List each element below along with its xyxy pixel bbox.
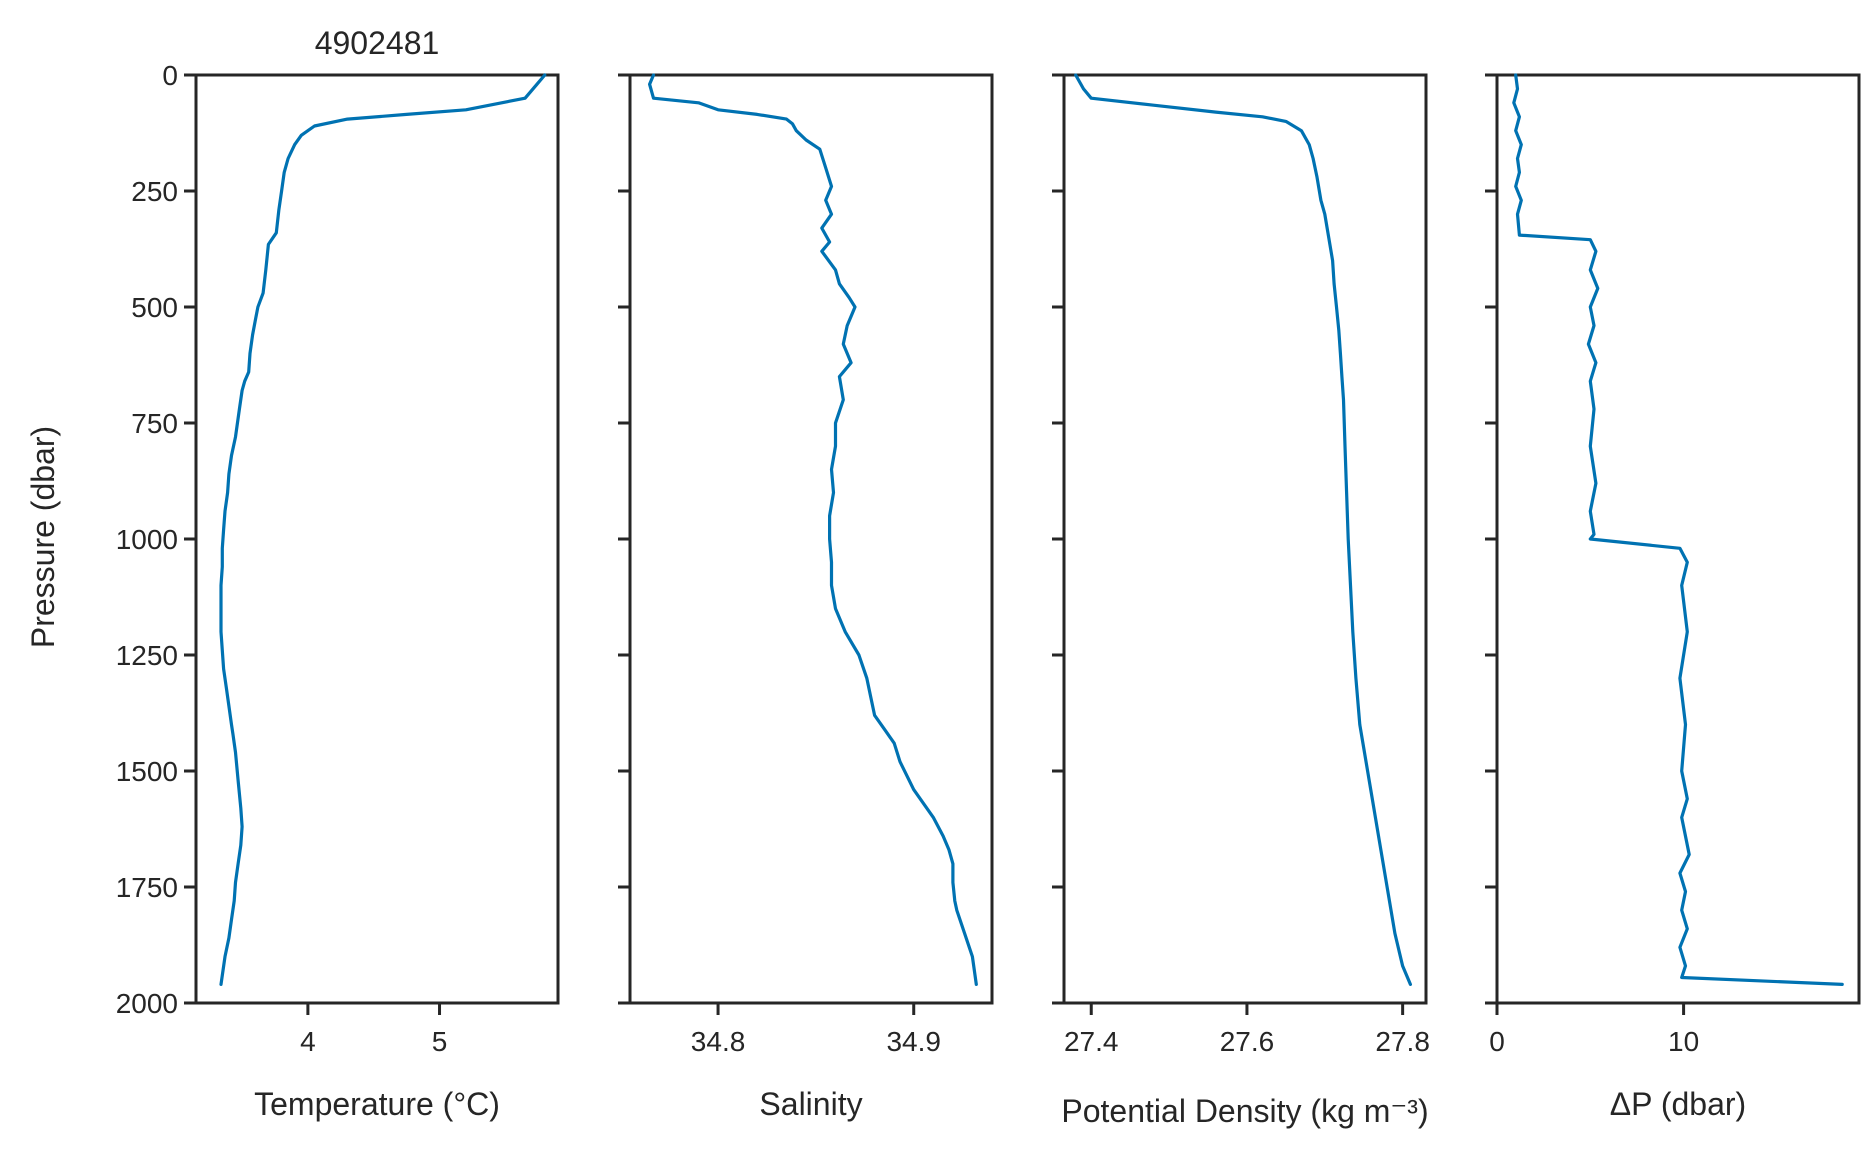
x-tick-label: 0 — [1489, 1026, 1505, 1057]
y-tick-label: 1000 — [116, 524, 178, 555]
panel-density: Potential Density (kg m⁻³) — [1061, 73, 1429, 1129]
x-axis-label-density: Potential Density (kg m⁻³) — [1061, 1093, 1428, 1129]
panel-salinity: Salinity — [628, 73, 994, 1122]
panel-frame — [1062, 73, 1428, 1005]
series-line — [219, 73, 547, 987]
panel-temperature: Temperature (°C) — [194, 73, 560, 1122]
x-tick-label: 34.9 — [886, 1026, 941, 1057]
x-tick-label: 27.6 — [1220, 1026, 1275, 1057]
panel-frame — [194, 73, 560, 1005]
x-tick-label: 34.8 — [691, 1026, 746, 1057]
x-axis-label-temperature: Temperature (°C) — [254, 1086, 500, 1122]
y-tick-label: 1250 — [116, 640, 178, 671]
x-tick-label: 27.4 — [1064, 1026, 1119, 1057]
y-tick-label: 250 — [131, 176, 178, 207]
x-tick-label: 27.8 — [1375, 1026, 1430, 1057]
y-tick-label: 500 — [131, 292, 178, 323]
x-tick-label: 5 — [432, 1026, 448, 1057]
panel-marks: 4 5 34.8 34.9 27.4 27.6 27.8 0 10 — [219, 73, 1844, 1057]
panel-frame — [628, 73, 994, 1005]
series-line — [1074, 73, 1413, 987]
chart-title: 4902481 — [315, 25, 440, 61]
x-axis-label-delta-p: ΔP (dbar) — [1610, 1086, 1746, 1122]
panel-frame — [1495, 73, 1861, 1005]
y-axis-ticks: 0 250 500 750 1000 1250 1500 1750 2000 — [116, 60, 1497, 1019]
series-line — [1512, 73, 1844, 987]
y-tick-label: 0 — [162, 60, 178, 91]
x-tick-label: 10 — [1668, 1026, 1699, 1057]
x-axis-label-salinity: Salinity — [759, 1086, 862, 1122]
series-line — [647, 73, 978, 987]
x-tick-label: 4 — [300, 1026, 316, 1057]
y-axis-label: Pressure (dbar) — [25, 426, 61, 648]
y-tick-label: 1500 — [116, 756, 178, 787]
y-tick-label: 2000 — [116, 988, 178, 1019]
y-tick-label: 1750 — [116, 872, 178, 903]
panels: Temperature (°C) Salinity Potential Dens… — [194, 73, 1861, 1129]
y-tick-label: 750 — [131, 408, 178, 439]
panel-delta-p: ΔP (dbar) — [1495, 73, 1861, 1122]
